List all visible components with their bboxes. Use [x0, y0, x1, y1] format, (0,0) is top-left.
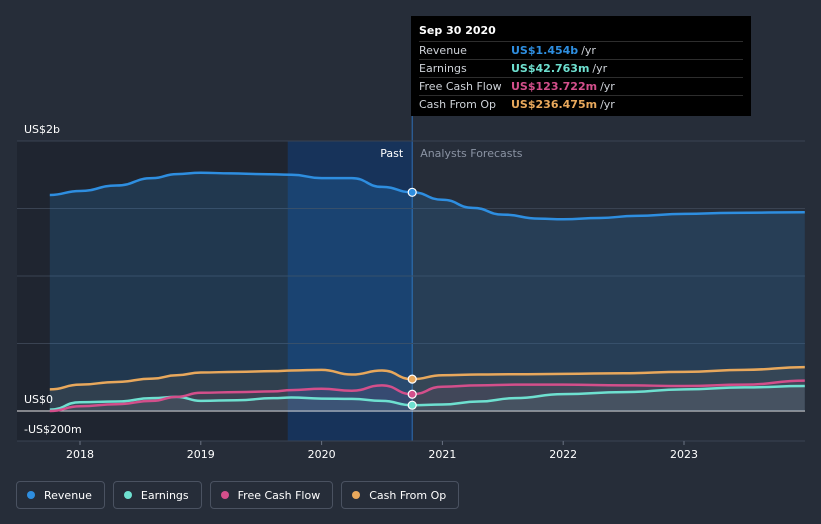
tooltip: Sep 30 2020 Revenue US$1.454b/yr Earnings U… — [411, 16, 751, 116]
revenue-marker — [407, 187, 417, 197]
tooltip-row-value: US$236.475m — [511, 98, 598, 111]
legend-item-label: Free Cash Flow — [237, 488, 321, 502]
legend-item-earnings[interactable]: Earnings — [112, 481, 202, 509]
tooltip-row-label: Cash From Op — [419, 98, 497, 111]
tooltip-row-unit: /yr — [581, 44, 596, 57]
x-tick-label: 2018 — [66, 448, 94, 461]
legend-item-cash-from-op[interactable]: Cash From Op — [341, 481, 460, 509]
revenue-area — [49, 172, 805, 411]
tooltip-row-value: US$1.454b — [511, 44, 579, 57]
revenue-line — [49, 171, 805, 221]
free-cash-flow-area — [49, 380, 805, 411]
tooltip-row-unit: /yr — [600, 98, 615, 111]
tooltip-row-value: US$123.722m — [511, 80, 598, 93]
x-tick-label: 2019 — [187, 448, 215, 461]
tooltip-row-value: US$42.763m — [511, 62, 590, 75]
tooltip-date: Sep 30 2020 — [419, 24, 496, 37]
legend-item-label: Cash From Op — [369, 488, 447, 502]
earnings-marker — [407, 400, 417, 410]
cash-from-op-line — [49, 365, 805, 391]
legend: Revenue Earnings Free Cash Flow Cash From O… — [16, 481, 460, 509]
forecast-label: Analysts Forecasts — [420, 147, 523, 160]
x-tick-label: 2020 — [308, 448, 336, 461]
chart: US$2b US$0 -US$200m 2018 2019 2020 2021 2022 202… — [17, 95, 805, 461]
tooltip-row-label: Free Cash Flow — [419, 80, 502, 93]
legend-item-label: Earnings — [140, 488, 189, 502]
tooltip-row-label: Revenue — [419, 44, 467, 57]
tooltip-row-unit: /yr — [592, 62, 608, 75]
legend-dot-icon — [123, 491, 132, 499]
x-tick-label: 2022 — [549, 448, 577, 461]
x-tick-label: 2023 — [670, 448, 698, 461]
x-tick-label: 2021 — [428, 448, 456, 461]
y-tick-label: US$2b — [24, 123, 60, 136]
tooltip-row: Cash From Op US$236.475m/yr — [419, 95, 743, 113]
y-tick-label: US$0 — [24, 393, 53, 406]
tooltip-row-label: Earnings — [419, 62, 467, 75]
tooltip-row: Earnings US$42.763m/yr — [419, 59, 743, 77]
y-tick-label: -US$200m — [24, 423, 82, 436]
past-label: Past — [380, 147, 404, 160]
legend-dot-icon — [220, 491, 229, 499]
legend-item-revenue[interactable]: Revenue — [16, 481, 105, 509]
earnings-line — [49, 384, 805, 411]
tooltip-row: Revenue US$1.454b/yr — [419, 41, 743, 59]
tooltip-row-unit: /yr — [600, 80, 615, 93]
legend-dot-icon — [352, 491, 361, 499]
free-cash-flow-marker — [407, 389, 417, 399]
legend-item-label: Revenue — [44, 488, 92, 502]
tooltip-row: Free Cash Flow US$123.722m/yr — [419, 77, 743, 95]
legend-dot-icon — [27, 491, 35, 499]
free-cash-flow-line — [49, 379, 805, 413]
cash-from-op-marker — [407, 374, 417, 384]
legend-item-free-cash-flow[interactable]: Free Cash Flow — [209, 481, 334, 509]
